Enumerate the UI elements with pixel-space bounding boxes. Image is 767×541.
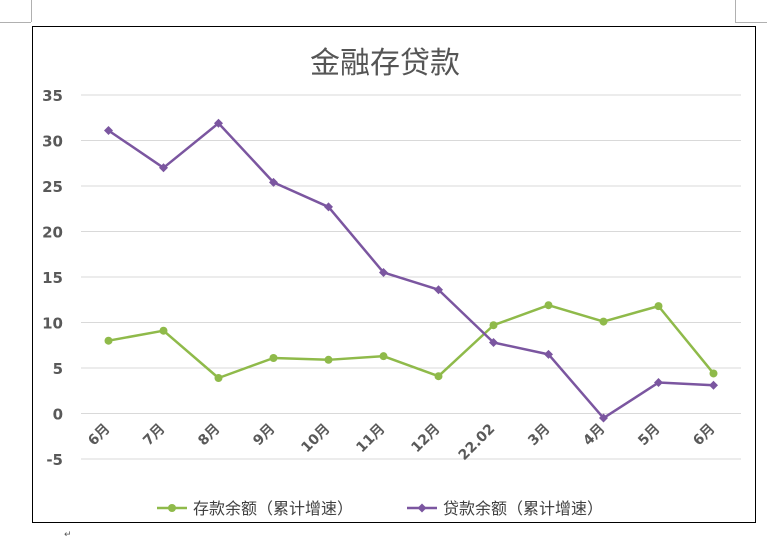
paragraph-mark: ↵ — [64, 530, 72, 540]
data-point-deposits — [379, 352, 388, 361]
data-point-loans — [214, 118, 223, 128]
page-corner-mark-left — [31, 0, 32, 22]
data-point-deposits — [434, 372, 443, 381]
data-point-loans — [599, 413, 608, 423]
data-point-deposits — [544, 301, 553, 310]
data-point-loans — [159, 163, 168, 173]
series-line-loans — [107, 121, 714, 420]
data-point-deposits — [324, 355, 333, 364]
data-point-deposits — [654, 302, 663, 311]
legend-marker — [168, 504, 176, 512]
chart-title: 金融存贷款 — [310, 46, 460, 81]
data-point-deposits — [104, 336, 113, 345]
data-point-deposits — [709, 369, 718, 378]
y-tick-label: 30 — [42, 133, 63, 151]
x-tick-label: 7月 — [140, 421, 168, 449]
data-point-deposits — [159, 326, 168, 335]
data-point-loans — [489, 338, 498, 348]
series-line-deposits — [108, 303, 715, 380]
y-tick-label: -5 — [46, 451, 63, 469]
x-tick-label: 10月 — [298, 421, 333, 456]
data-point-loans — [654, 378, 663, 388]
page-corner-mark-top-right — [735, 22, 767, 23]
y-tick-label: 15 — [42, 269, 63, 287]
data-point-deposits — [489, 321, 498, 330]
y-tick-label: 35 — [42, 87, 63, 105]
page-corner-mark-top — [0, 22, 31, 23]
y-tick-label: 20 — [42, 224, 63, 242]
x-tick-label: 8月 — [195, 421, 223, 449]
page-corner-mark-right — [735, 0, 736, 22]
y-tick-label: 5 — [53, 360, 63, 378]
y-tick-label: 0 — [53, 406, 63, 424]
data-point-loans — [544, 349, 553, 359]
y-tick-label: 25 — [42, 178, 63, 196]
x-tick-label: 3月 — [525, 421, 553, 449]
data-point-deposits — [599, 317, 608, 326]
data-point-loans — [434, 285, 443, 295]
legend-label: 贷款余额（累计增速） — [443, 499, 603, 518]
chart-frame[interactable]: 金融存贷款 -5 0 5 10 15 20 25 30 35 6月 7月 8月 9月 10月 11月 12月 22… — [32, 26, 756, 523]
data-point-loans — [379, 267, 388, 277]
x-tick-label: 12月 — [408, 421, 443, 456]
legend-marker — [417, 503, 427, 513]
data-point-deposits — [269, 353, 278, 362]
line-chart: 金融存贷款 -5 0 5 10 15 20 25 30 35 6月 7月 8月 9月 10月 11月 12月 22… — [42, 46, 741, 518]
x-tick-label: 5月 — [635, 421, 663, 449]
legend-label: 存款余额（累计增速） — [193, 499, 353, 518]
data-point-loans — [709, 380, 718, 390]
x-tick-label: 9月 — [250, 421, 278, 449]
x-tick-label: 6月 — [85, 421, 113, 449]
data-point-loans — [269, 177, 278, 187]
y-tick-label: 10 — [42, 315, 63, 333]
x-tick-label: 11月 — [353, 421, 388, 456]
x-tick-label: 6月 — [690, 421, 718, 449]
data-point-deposits — [214, 374, 223, 383]
x-tick-label: 22.02 — [456, 421, 499, 464]
data-point-loans — [324, 202, 333, 212]
x-tick-label: 4月 — [580, 421, 608, 449]
